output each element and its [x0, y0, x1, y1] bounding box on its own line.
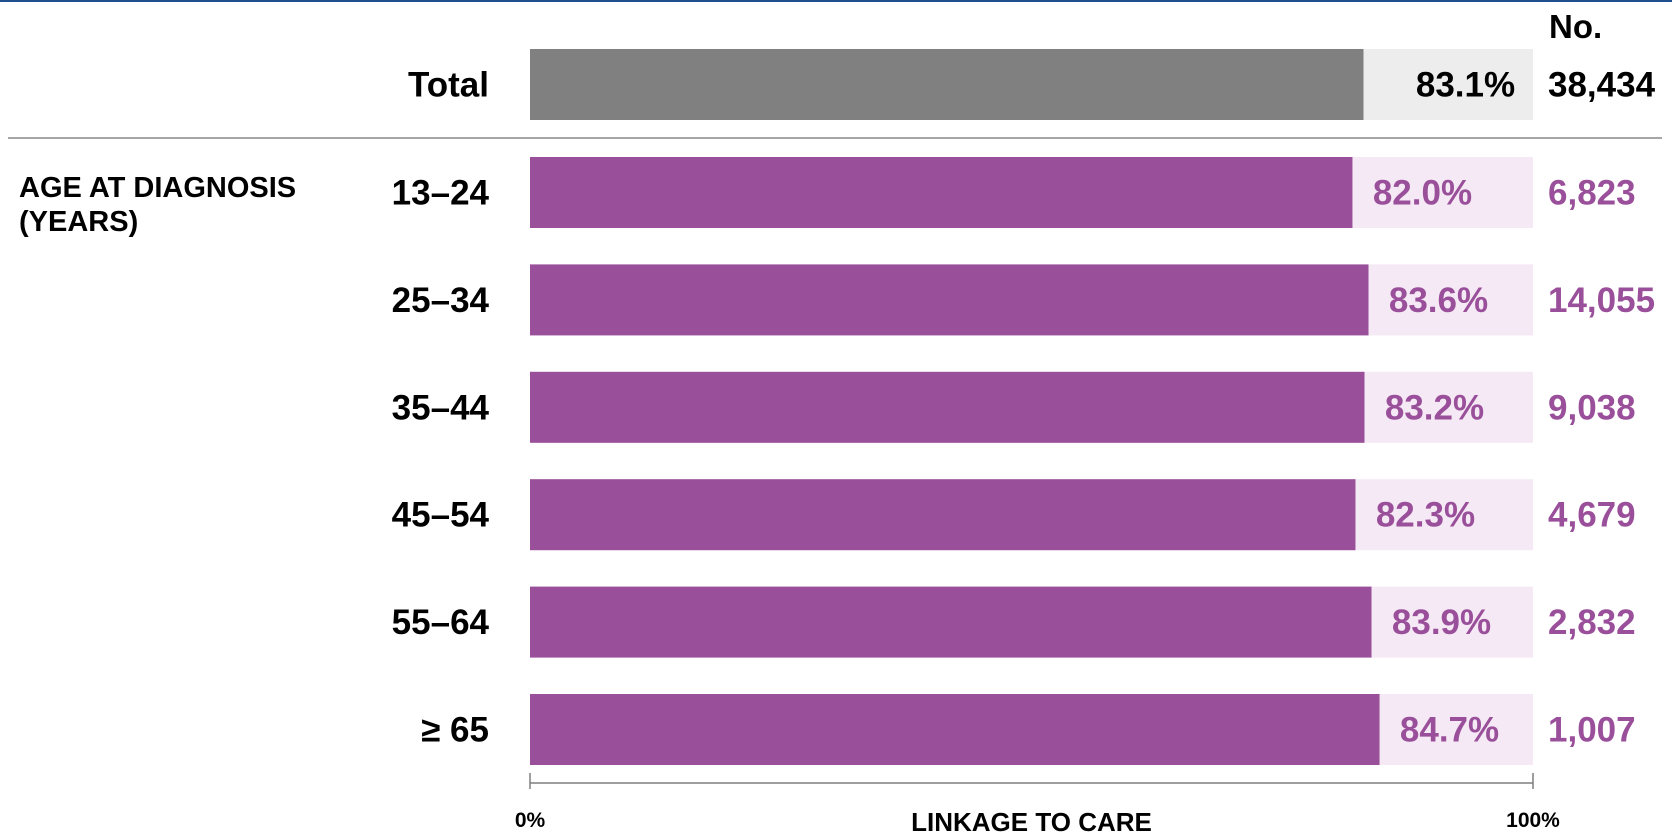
bar	[530, 371, 1365, 443]
total-label: Total	[408, 66, 489, 105]
count-label: 4,679	[1548, 496, 1636, 535]
age-rows: 13–24 82.0% 6,823 25–34 83.6% 14,055 35–44 83.2…	[392, 157, 1655, 765]
value-label: 82.0%	[1373, 174, 1472, 213]
bar-row: 35–44 83.2% 9,038	[392, 371, 1636, 443]
value-label: 83.2%	[1385, 388, 1484, 427]
bar	[530, 264, 1369, 336]
total-value-label: 83.1%	[1416, 66, 1515, 105]
bar-row: 25–34 83.6% 14,055	[392, 264, 1655, 336]
x-tick-label: 100%	[1506, 809, 1560, 832]
bar-row: 55–64 83.9% 2,832	[392, 586, 1636, 658]
category-label: 35–44	[392, 388, 490, 427]
count-label: 14,055	[1548, 281, 1655, 320]
bar	[530, 586, 1372, 658]
value-label: 83.6%	[1389, 281, 1488, 320]
title-rule	[0, 0, 1672, 2]
count-label: 6,823	[1548, 174, 1636, 213]
bar	[530, 479, 1356, 551]
value-label: 83.9%	[1392, 603, 1491, 642]
group-label-line: (YEARS)	[19, 206, 138, 238]
count-label: 2,832	[1548, 603, 1636, 642]
bar-row: 13–24 82.0% 6,823	[392, 157, 1636, 228]
total-row: Total 83.1% 38,434	[408, 49, 1656, 120]
group-label-line: AGE AT DIAGNOSIS	[19, 172, 296, 204]
bar-row: 45–54 82.3% 4,679	[392, 479, 1636, 551]
bar	[530, 157, 1353, 228]
category-label: 13–24	[392, 174, 490, 213]
x-axis: 0% 100% LINKAGE TO CARE	[515, 773, 1560, 833]
total-bar	[530, 49, 1364, 120]
bar	[530, 694, 1380, 765]
count-header: No.	[1549, 8, 1602, 45]
total-count: 38,434	[1548, 66, 1656, 105]
bar-row: ≥ 65 84.7% 1,007	[421, 694, 1636, 765]
category-label: ≥ 65	[421, 711, 489, 750]
group-label: AGE AT DIAGNOSIS (YEARS)	[19, 172, 296, 238]
category-label: 45–54	[392, 496, 490, 535]
x-axis-title: LINKAGE TO CARE	[911, 807, 1152, 833]
count-label: 9,038	[1548, 388, 1636, 427]
value-label: 82.3%	[1376, 496, 1475, 535]
category-label: 55–64	[392, 603, 490, 642]
category-label: 25–34	[392, 281, 490, 320]
x-tick-label: 0%	[515, 809, 546, 832]
count-label: 1,007	[1548, 711, 1636, 750]
value-label: 84.7%	[1400, 711, 1499, 750]
